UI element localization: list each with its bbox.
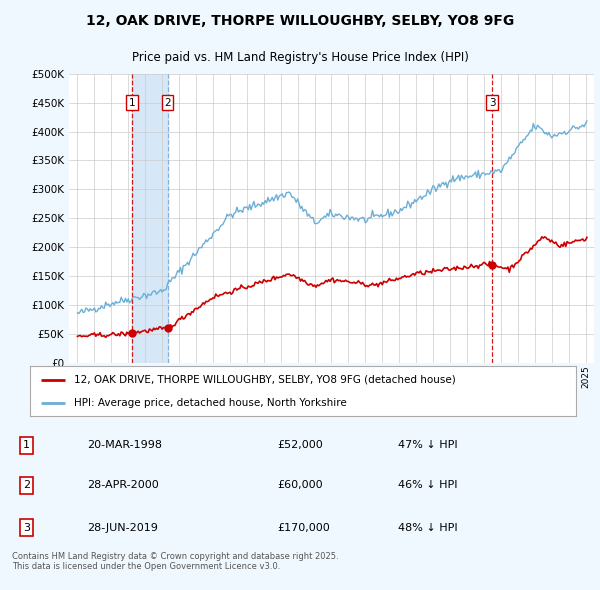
Text: 28-APR-2000: 28-APR-2000: [87, 480, 158, 490]
Text: 3: 3: [23, 523, 30, 533]
Text: 46% ↓ HPI: 46% ↓ HPI: [398, 480, 457, 490]
Text: Contains HM Land Registry data © Crown copyright and database right 2025.
This d: Contains HM Land Registry data © Crown c…: [12, 552, 338, 571]
Text: 12, OAK DRIVE, THORPE WILLOUGHBY, SELBY, YO8 9FG (detached house): 12, OAK DRIVE, THORPE WILLOUGHBY, SELBY,…: [74, 375, 455, 385]
Text: 1: 1: [128, 98, 135, 107]
Text: £170,000: £170,000: [277, 523, 330, 533]
Text: 12, OAK DRIVE, THORPE WILLOUGHBY, SELBY, YO8 9FG: 12, OAK DRIVE, THORPE WILLOUGHBY, SELBY,…: [86, 14, 514, 28]
Text: 48% ↓ HPI: 48% ↓ HPI: [398, 523, 458, 533]
Text: 20-MAR-1998: 20-MAR-1998: [87, 441, 162, 450]
Text: Price paid vs. HM Land Registry's House Price Index (HPI): Price paid vs. HM Land Registry's House …: [131, 51, 469, 64]
Text: 3: 3: [489, 98, 496, 107]
Text: 1: 1: [23, 441, 30, 450]
Text: 2: 2: [23, 480, 30, 490]
Text: HPI: Average price, detached house, North Yorkshire: HPI: Average price, detached house, Nort…: [74, 398, 346, 408]
Text: 28-JUN-2019: 28-JUN-2019: [87, 523, 158, 533]
Text: 2: 2: [164, 98, 171, 107]
Text: £52,000: £52,000: [277, 441, 323, 450]
Bar: [132, 74, 167, 363]
Text: £60,000: £60,000: [277, 480, 323, 490]
Text: 47% ↓ HPI: 47% ↓ HPI: [398, 441, 458, 450]
